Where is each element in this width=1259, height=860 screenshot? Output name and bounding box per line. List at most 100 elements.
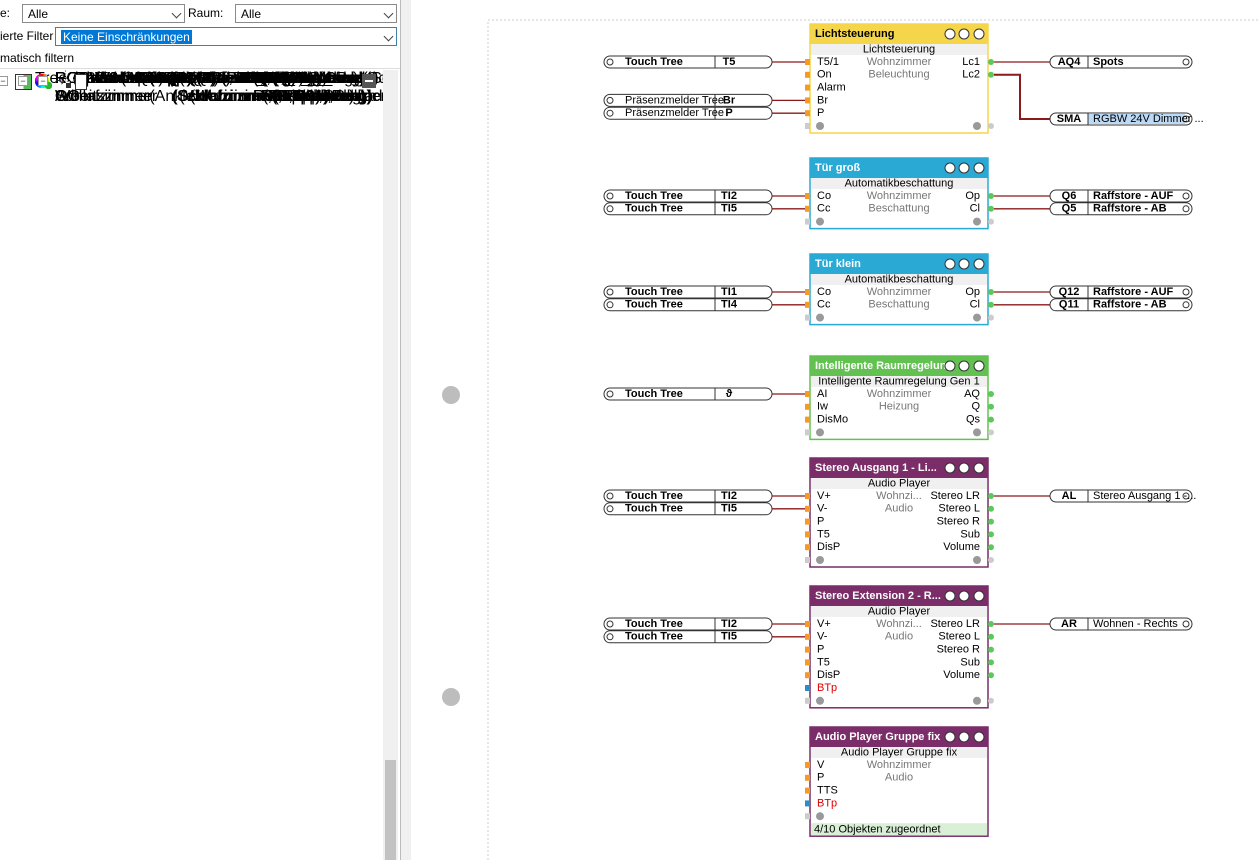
input-port[interactable]: [805, 110, 810, 117]
output-port[interactable]: [988, 621, 994, 627]
header-icon[interactable]: [944, 590, 956, 602]
header-icon[interactable]: [944, 258, 956, 270]
header-icon[interactable]: [944, 28, 956, 40]
output-port[interactable]: [988, 544, 994, 551]
scrollbar[interactable]: [383, 70, 398, 860]
add-output[interactable]: [973, 217, 981, 226]
header-icon[interactable]: [944, 162, 956, 174]
add-output[interactable]: [973, 696, 981, 705]
header-icon[interactable]: [973, 590, 985, 602]
header-icon[interactable]: [973, 731, 985, 743]
input-port[interactable]: [805, 659, 810, 666]
input-port[interactable]: [805, 787, 810, 794]
expander[interactable]: −: [0, 76, 8, 86]
connector[interactable]: [1049, 489, 1193, 503]
output-port[interactable]: [988, 416, 994, 423]
output-port[interactable]: [988, 659, 994, 666]
input-port[interactable]: [805, 289, 810, 295]
header-icon[interactable]: [944, 731, 956, 743]
auto-filter[interactable]: matisch filtern: [0, 51, 75, 65]
header-icon[interactable]: [958, 590, 970, 602]
add-output[interactable]: [973, 556, 981, 564]
expander[interactable]: −: [38, 76, 48, 86]
header-icon[interactable]: [973, 360, 985, 372]
output-port[interactable]: [988, 518, 994, 525]
connector-name: Touch Tree: [625, 299, 683, 311]
input-port[interactable]: [805, 518, 810, 525]
type-select[interactable]: Alle: [22, 4, 185, 23]
header-icon[interactable]: [958, 462, 970, 474]
input-port[interactable]: [805, 646, 810, 653]
header-icon[interactable]: [973, 28, 985, 40]
input-port[interactable]: [805, 97, 810, 104]
input-port[interactable]: [805, 84, 810, 91]
header-icon[interactable]: [973, 258, 985, 270]
output-port[interactable]: [988, 59, 994, 65]
add-input[interactable]: [816, 696, 824, 705]
add-input[interactable]: [816, 556, 824, 564]
connector[interactable]: [1049, 285, 1193, 299]
add-input[interactable]: [816, 313, 824, 322]
connector[interactable]: [1049, 617, 1193, 631]
input-port[interactable]: [805, 672, 810, 679]
connector[interactable]: [1049, 202, 1193, 216]
output-port[interactable]: [988, 205, 994, 212]
collapse-button[interactable]: [362, 74, 376, 88]
input-port[interactable]: [805, 531, 810, 538]
output-port[interactable]: [988, 672, 994, 679]
input-port[interactable]: [805, 621, 810, 627]
output-port[interactable]: [988, 391, 994, 397]
input-port[interactable]: [805, 301, 810, 308]
add-output[interactable]: [973, 122, 981, 130]
output-port[interactable]: [988, 289, 994, 295]
input-port[interactable]: [805, 544, 810, 551]
header-icon[interactable]: [973, 462, 985, 474]
output-port[interactable]: [988, 633, 994, 640]
add-input[interactable]: [816, 122, 824, 130]
connector[interactable]: [1049, 298, 1193, 312]
add-output[interactable]: [973, 428, 981, 437]
input-port[interactable]: [805, 391, 810, 397]
add-output[interactable]: [973, 313, 981, 322]
header-icon[interactable]: [958, 28, 970, 40]
output-port[interactable]: [988, 403, 994, 410]
room-select[interactable]: Alle: [235, 4, 397, 23]
output-port[interactable]: [988, 531, 994, 538]
output-port[interactable]: [988, 493, 994, 499]
output-port[interactable]: [988, 193, 994, 199]
output-port[interactable]: [988, 505, 994, 512]
connector[interactable]: [1049, 55, 1193, 69]
input-port[interactable]: [805, 403, 810, 410]
page-handle[interactable]: [442, 386, 460, 404]
scroll-thumb[interactable]: [385, 760, 396, 860]
output-port[interactable]: [988, 646, 994, 653]
input-port[interactable]: [805, 416, 810, 423]
input-port[interactable]: [805, 59, 810, 65]
filter-select[interactable]: Keine Einschränkungen: [55, 27, 397, 46]
output-port[interactable]: [988, 301, 994, 308]
input-port[interactable]: [805, 205, 810, 212]
header-icon[interactable]: [958, 360, 970, 372]
input-port[interactable]: [805, 71, 810, 78]
input-port[interactable]: [805, 493, 810, 499]
add-input[interactable]: [816, 428, 824, 437]
expander[interactable]: −: [18, 76, 28, 86]
header-icon[interactable]: [944, 360, 956, 372]
connector[interactable]: [1049, 189, 1193, 203]
input-port[interactable]: [805, 762, 810, 768]
add-input[interactable]: [816, 812, 824, 821]
input-port[interactable]: [805, 505, 810, 512]
page-handle[interactable]: [442, 688, 460, 706]
header-icon[interactable]: [958, 731, 970, 743]
input-port[interactable]: [805, 800, 810, 807]
input-port[interactable]: [805, 193, 810, 199]
input-port[interactable]: [805, 685, 810, 691]
output-port[interactable]: [988, 71, 994, 78]
header-icon[interactable]: [973, 162, 985, 174]
add-input[interactable]: [816, 217, 824, 226]
header-icon[interactable]: [958, 258, 970, 270]
input-port[interactable]: [805, 774, 810, 781]
header-icon[interactable]: [958, 162, 970, 174]
header-icon[interactable]: [944, 462, 956, 474]
input-port[interactable]: [805, 633, 810, 640]
